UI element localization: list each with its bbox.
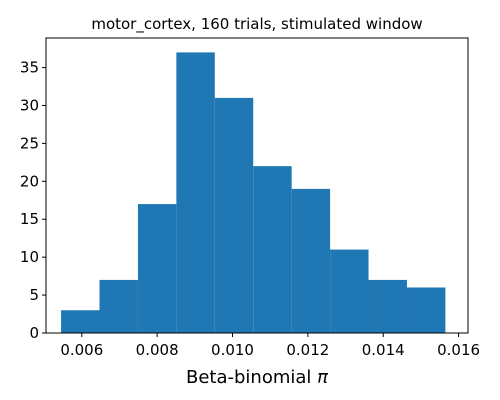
- histogram-bar: [330, 249, 369, 333]
- y-tick-label: 5: [29, 286, 39, 304]
- histogram-bar: [406, 287, 446, 333]
- x-axis-label-text: Beta-binomial: [186, 367, 317, 388]
- y-tick-label: 30: [20, 96, 39, 114]
- histogram-bar: [253, 166, 292, 333]
- histogram-bar: [368, 279, 407, 333]
- x-axis-label-symbol: π: [317, 367, 329, 388]
- x-tick-label: 0.008: [136, 341, 179, 359]
- x-tick-label: 0.016: [437, 341, 480, 359]
- y-tick-label: 0: [29, 324, 39, 342]
- x-tick-label: 0.010: [211, 341, 254, 359]
- plot-frame: [45, 37, 469, 334]
- histogram-bar: [137, 204, 177, 333]
- y-tick-label: 35: [20, 59, 39, 77]
- x-tick-label: 0.006: [60, 341, 103, 359]
- histogram-bar: [61, 310, 100, 333]
- x-axis-label: Beta-binomial π: [186, 367, 329, 388]
- histogram-bar: [214, 97, 254, 333]
- bars-group: [61, 52, 446, 333]
- histogram-bar: [291, 188, 331, 333]
- y-tick-label: 15: [20, 210, 39, 228]
- chart-title: motor_cortex, 160 trials, stimulated win…: [91, 15, 422, 34]
- y-tick-label: 25: [20, 134, 39, 152]
- y-tick-label: 10: [20, 248, 39, 266]
- histogram-bar: [99, 279, 138, 333]
- y-axis-ticks: 0 5 10 15 20 25 30 35: [20, 59, 46, 342]
- histogram-bar: [176, 52, 215, 333]
- x-tick-label: 0.014: [362, 341, 405, 359]
- y-tick-label: 20: [20, 172, 39, 190]
- x-axis-ticks: 0.006 0.008 0.010 0.012 0.014 0.016: [60, 333, 480, 359]
- x-tick-label: 0.012: [286, 341, 329, 359]
